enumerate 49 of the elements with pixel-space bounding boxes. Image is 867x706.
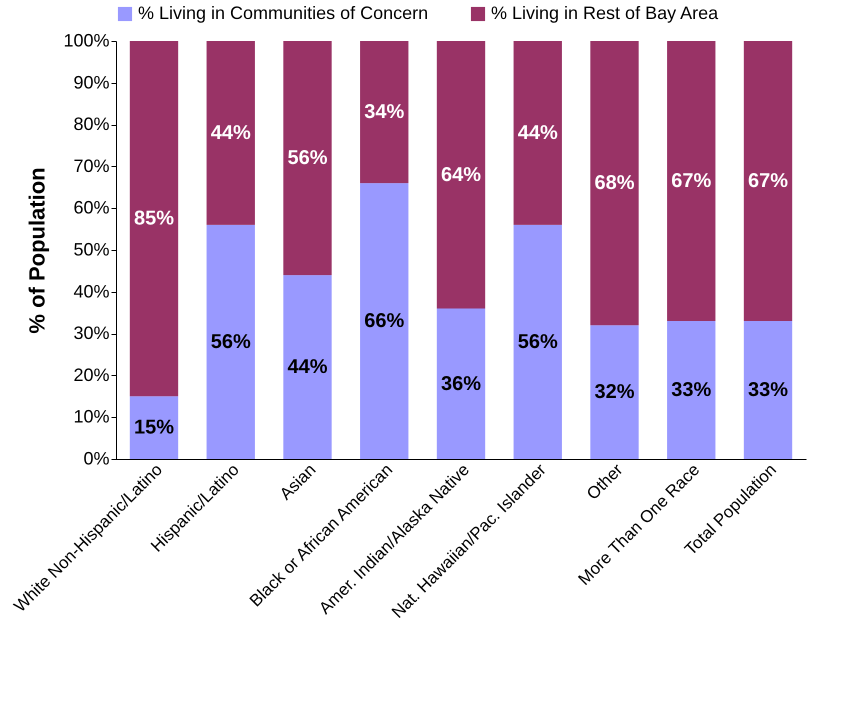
y-tick-label: 80%: [73, 114, 110, 134]
bar: [667, 321, 716, 459]
bar: [360, 41, 408, 184]
bar: [744, 41, 792, 322]
y-tick-label: 10%: [73, 406, 110, 427]
legend-label: % Living in Communities of Concern: [138, 3, 428, 23]
data-label: 36%: [440, 372, 482, 395]
bar: [744, 321, 792, 459]
data-label: 56%: [518, 330, 558, 353]
bar: [590, 325, 639, 459]
data-label: 44%: [518, 122, 558, 144]
bar: [206, 224, 255, 459]
data-label: 67%: [671, 170, 712, 192]
bar: [590, 41, 639, 326]
bar: [436, 308, 486, 459]
y-tick-label: 60%: [73, 198, 110, 218]
y-tick-label: 50%: [73, 240, 110, 260]
data-label: 33%: [748, 379, 788, 402]
data-label: 68%: [594, 172, 635, 194]
data-label: 15%: [134, 416, 174, 439]
y-tick-label: 40%: [73, 281, 110, 302]
data-label: 66%: [364, 310, 404, 332]
bar: [360, 183, 408, 459]
data-label: 44%: [287, 356, 328, 378]
bar: [130, 41, 178, 396]
y-tick-label: 100%: [63, 30, 110, 50]
y-tick-label: 90%: [73, 72, 110, 92]
y-tick-label: 0%: [83, 448, 110, 468]
data-label: 32%: [594, 381, 635, 404]
data-label: 67%: [748, 170, 788, 192]
bar: [514, 224, 562, 459]
bar: [436, 41, 486, 309]
data-label: 56%: [287, 147, 328, 170]
bar: [283, 275, 332, 459]
y-tick-label: 30%: [73, 323, 110, 344]
bar: [206, 41, 255, 225]
data-label: 44%: [210, 122, 251, 144]
data-label: 34%: [364, 101, 404, 124]
y-tick-label: 20%: [73, 364, 110, 385]
bar: [514, 41, 562, 225]
y-axis-title: % of Population: [24, 167, 50, 334]
bar: [283, 41, 332, 276]
data-label: 56%: [210, 330, 251, 353]
y-tick-label: 70%: [73, 156, 110, 176]
data-label: 64%: [440, 164, 482, 186]
bar: [667, 41, 716, 322]
legend-label: % Living in Rest of Bay Area: [491, 3, 720, 23]
data-label: 85%: [134, 208, 174, 230]
data-label: 33%: [671, 379, 712, 402]
